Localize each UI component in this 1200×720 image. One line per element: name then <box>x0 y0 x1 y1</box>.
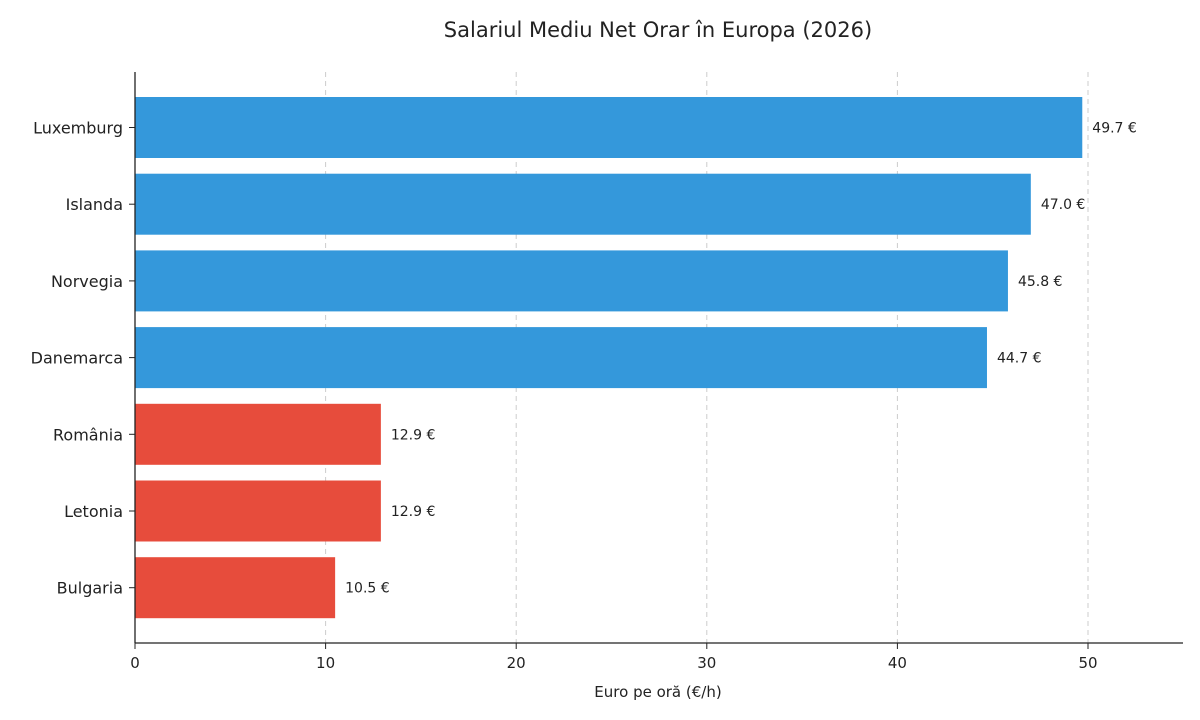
bar-value-label: 10.5 € <box>345 581 390 597</box>
category-label: Danemarca <box>31 349 123 368</box>
bar-value-label: 45.8 € <box>1018 274 1063 290</box>
chart-title: Salariul Mediu Net Orar în Europa (2026) <box>444 18 872 42</box>
category-label: Bulgaria <box>57 579 123 598</box>
bar-value-label: 44.7 € <box>997 351 1042 367</box>
category-label: Islanda <box>66 195 123 214</box>
bar-value-label: 47.0 € <box>1041 197 1086 213</box>
bar <box>135 327 987 389</box>
x-tick-label: 10 <box>316 654 335 672</box>
category-label: România <box>53 425 123 444</box>
bars <box>135 97 1083 619</box>
bar-value-label: 12.9 € <box>391 427 436 443</box>
x-axis-title: Euro pe oră (€/h) <box>594 683 721 701</box>
x-tick-label: 40 <box>888 654 907 672</box>
category-label: Letonia <box>64 502 123 521</box>
bar <box>135 557 336 619</box>
x-axis-ticks: 0 10 20 30 40 50 <box>130 643 1098 672</box>
x-tick-label: 50 <box>1078 654 1097 672</box>
category-label: Luxemburg <box>33 119 123 138</box>
value-labels: 49.7 € 47.0 € 45.8 € 44.7 € 12.9 € 12.9 € 10.5… <box>345 121 1137 597</box>
bar <box>135 480 381 542</box>
bar <box>135 97 1083 158</box>
bar-value-label: 49.7 € <box>1092 121 1137 137</box>
bar-value-label: 12.9 € <box>391 504 436 520</box>
x-tick-label: 0 <box>130 654 140 672</box>
x-tick-label: 30 <box>697 654 716 672</box>
category-labels: Luxemburg Islanda Norvegia Danemarca România… <box>31 119 135 598</box>
category-label: Norvegia <box>51 272 123 291</box>
bar <box>135 250 1008 312</box>
bar <box>135 403 381 465</box>
x-tick-label: 20 <box>507 654 526 672</box>
bar <box>135 173 1031 235</box>
